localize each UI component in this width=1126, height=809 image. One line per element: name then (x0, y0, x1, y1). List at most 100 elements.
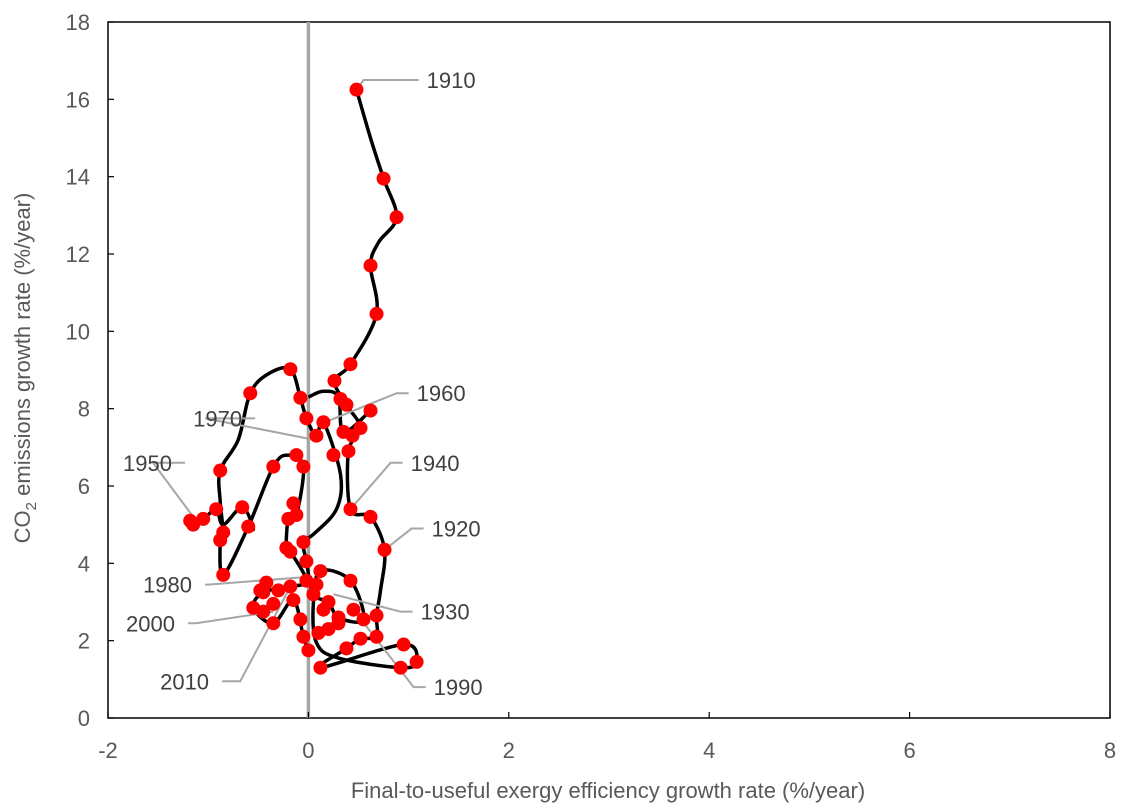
data-point (266, 459, 281, 474)
data-point (235, 500, 250, 515)
y-axis-title: CO2 emissions growth rate (%/year) (10, 193, 40, 544)
data-point (301, 643, 316, 658)
year-label-1940: 1940 (411, 451, 460, 476)
x-tick-label: 2 (503, 738, 515, 763)
data-point (213, 463, 228, 478)
data-point (389, 210, 404, 225)
data-point (241, 519, 256, 534)
data-point (289, 448, 304, 463)
year-label-1960: 1960 (417, 381, 466, 406)
data-point (393, 660, 408, 675)
year-label-2000: 2000 (126, 611, 175, 636)
data-markers (183, 82, 424, 675)
y-tick-label: 18 (66, 10, 90, 35)
data-point (296, 629, 311, 644)
data-point (346, 602, 361, 617)
leader-line (355, 79, 419, 91)
year-label-1910: 1910 (427, 68, 476, 93)
annotation-labels: 1910 1960 1970 1940 1950 1920 1980 1930 2000 1990… (123, 68, 483, 700)
data-point (283, 579, 298, 594)
data-point (409, 654, 424, 669)
data-point (309, 577, 324, 592)
data-point (356, 612, 371, 627)
data-point (296, 535, 311, 550)
data-point (339, 641, 354, 656)
x-tick-label: 0 (302, 738, 314, 763)
data-point (286, 593, 301, 608)
data-point (343, 502, 358, 517)
x-axis-title: Final-to-useful exergy efficiency growth… (351, 778, 865, 803)
x-tick-label: -2 (98, 738, 118, 763)
data-point (279, 540, 294, 555)
plot-frame (107, 21, 1111, 719)
year-label-1990: 1990 (434, 675, 483, 700)
leader-line (320, 392, 409, 426)
leader-line (205, 575, 309, 586)
leader-line (188, 610, 274, 625)
data-point (266, 616, 281, 631)
data-point (353, 631, 368, 646)
year-label-1970: 1970 (193, 406, 242, 431)
year-label-2010: 2010 (160, 669, 209, 694)
data-point (271, 583, 286, 598)
y-tick-label: 16 (66, 87, 90, 112)
data-point (313, 660, 328, 675)
data-point (293, 390, 308, 405)
tick-labels: 0 2 4 6 8 10 12 14 16 18 -2 0 2 4 6 8 (66, 10, 1117, 763)
data-point (209, 502, 224, 517)
data-point (256, 604, 271, 619)
data-point (186, 517, 201, 532)
y-tick-label: 0 (78, 706, 90, 731)
year-label-1930: 1930 (421, 600, 470, 625)
y-axis-title-prefix: CO (10, 510, 35, 543)
data-point (343, 573, 358, 588)
data-point (369, 629, 384, 644)
data-point (309, 428, 324, 443)
data-point (363, 403, 378, 418)
y-tick-label: 4 (78, 551, 90, 576)
data-point (339, 397, 354, 412)
x-tick-label: 8 (1104, 738, 1116, 763)
data-point (299, 411, 314, 426)
data-point (299, 554, 314, 569)
y-tick-label: 12 (66, 242, 90, 267)
data-point (216, 567, 231, 582)
data-point (376, 171, 391, 186)
y-tick-label: 10 (66, 319, 90, 344)
data-point (349, 82, 364, 97)
data-point (296, 459, 311, 474)
plot-area (107, 21, 1111, 719)
leader-line (333, 593, 413, 613)
data-point (363, 258, 378, 273)
data-point (313, 564, 328, 579)
data-point (327, 373, 342, 388)
data-point (341, 444, 356, 459)
x-tick-label: 6 (903, 738, 915, 763)
data-point (293, 612, 308, 627)
data-point (396, 637, 411, 652)
leader-line (383, 527, 424, 551)
data-point (283, 362, 298, 377)
y-tick-label: 8 (78, 397, 90, 422)
leader-line (349, 461, 403, 510)
leader-line (205, 417, 314, 441)
data-point (281, 511, 296, 526)
data-point (266, 596, 281, 611)
data-point (363, 509, 378, 524)
y-axis-title-suffix: emissions growth rate (%/year) (10, 193, 35, 502)
x-tick-label: 4 (703, 738, 715, 763)
data-point (253, 583, 268, 598)
year-label-1980: 1980 (143, 573, 192, 598)
data-point (377, 542, 392, 557)
data-point (213, 533, 228, 548)
y-axis-title-subscript: 2 (23, 502, 40, 510)
data-point (369, 306, 384, 321)
data-point (343, 357, 358, 372)
data-point (243, 386, 258, 401)
data-point (321, 595, 336, 609)
data-point (369, 608, 384, 623)
leader-line (151, 461, 197, 522)
year-label-1920: 1920 (432, 517, 481, 542)
data-point (286, 496, 301, 511)
